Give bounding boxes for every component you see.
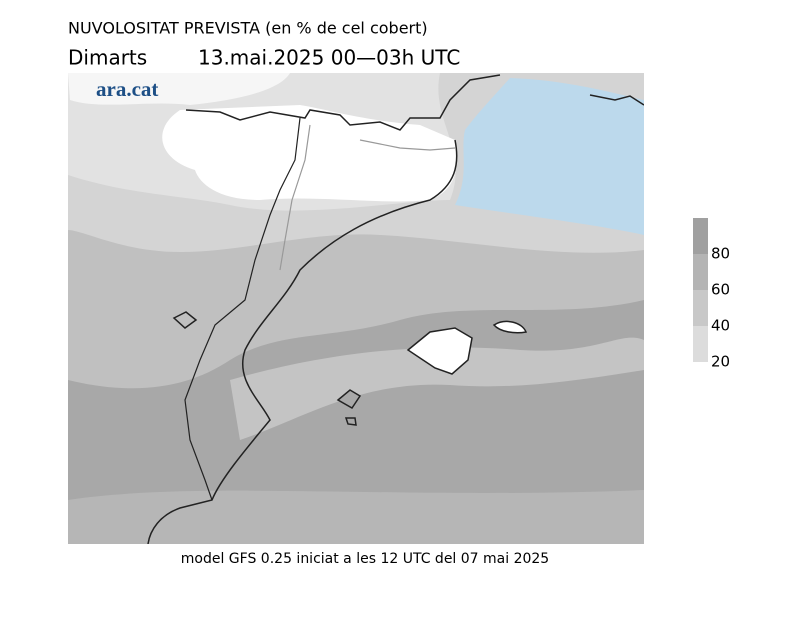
border (172, 311, 198, 329)
region-border (279, 124, 456, 271)
legend-swatch (693, 254, 708, 290)
title: NUVOLOSITAT PREVISTA (en % de cel cobert… (68, 19, 428, 38)
legend-label: 60 (711, 281, 730, 299)
cloud-band (230, 337, 644, 440)
legend-swatch (693, 326, 708, 362)
date: 13.mai.2025 00—03h UTC (198, 46, 460, 70)
legend-label: 40 (711, 317, 730, 335)
island (406, 327, 473, 375)
clear-sky (162, 105, 457, 202)
border (185, 74, 644, 131)
legend-labels: 80 60 40 20 (711, 245, 730, 371)
coastline (147, 139, 458, 544)
clear-sea (455, 78, 644, 235)
legend-swatch (693, 290, 708, 326)
legend-label: 80 (711, 245, 730, 263)
logo: ara.cat (96, 77, 158, 101)
island (492, 320, 528, 334)
legend: 80 60 40 20 (693, 218, 730, 371)
clear-sky (68, 73, 290, 105)
footer: model GFS 0.25 iniciat a les 12 UTC del … (181, 551, 549, 567)
cloud-band (68, 490, 644, 544)
legend-swatch (693, 218, 708, 254)
day: Dimarts (68, 46, 147, 70)
legend-label: 20 (711, 353, 730, 371)
map: ara.cat (68, 73, 644, 544)
border (184, 117, 301, 501)
island (336, 389, 362, 426)
